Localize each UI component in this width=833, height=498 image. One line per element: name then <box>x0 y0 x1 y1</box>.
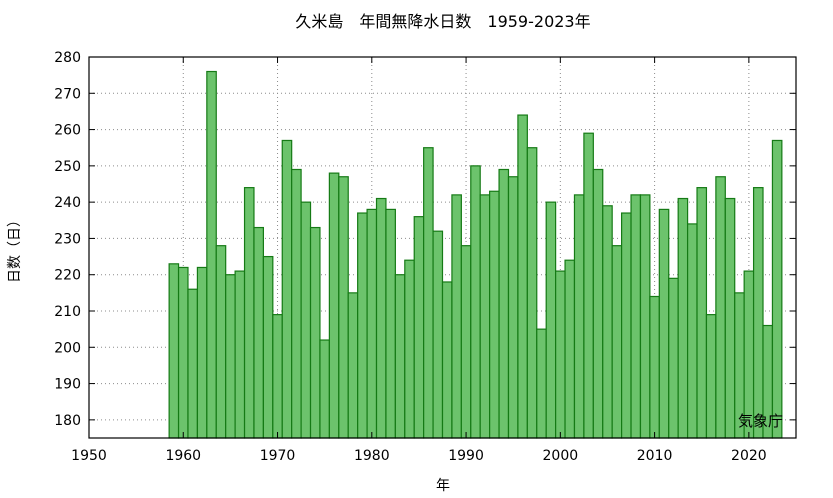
bar-1966 <box>234 270 246 439</box>
bar-2009 <box>639 194 651 439</box>
x-tick-label: 2010 <box>637 448 673 464</box>
bar-1979 <box>357 212 368 439</box>
bar-2008 <box>630 194 642 439</box>
bar-1996 <box>517 114 528 439</box>
bar-1973 <box>300 201 312 439</box>
x-tick-label: 2020 <box>731 448 767 464</box>
source-note: 気象庁 <box>738 412 783 430</box>
y-tick-label: 260 <box>54 123 81 139</box>
bar-2023 <box>771 139 783 439</box>
bar-1962 <box>196 266 208 439</box>
bars <box>168 70 783 439</box>
bar-1993 <box>489 190 500 439</box>
bar-1981 <box>375 197 387 439</box>
bar-1974 <box>309 226 321 439</box>
bar-1975 <box>319 339 330 439</box>
bar-2011 <box>658 208 670 439</box>
bar-2017 <box>715 176 726 439</box>
bar-2012 <box>668 277 679 439</box>
plot-frame <box>88 56 797 439</box>
y-tick-label: 240 <box>54 195 81 211</box>
bar-1969 <box>262 255 274 439</box>
bar-2005 <box>602 205 613 439</box>
bar-1984 <box>404 259 415 439</box>
y-tick-label: 280 <box>54 50 81 66</box>
bar-2010 <box>649 295 660 439</box>
chart-title: 久米島 年間無降水日数 1959-2023年 <box>295 12 590 31</box>
bar-2006 <box>611 245 623 439</box>
bar-1999 <box>545 201 557 439</box>
bar-1967 <box>243 187 255 439</box>
bar-1998 <box>536 328 547 439</box>
y-axis-ticks: 180 190 200 210 220 230 240 250 260 270 280 <box>54 50 796 429</box>
bar-2015 <box>696 187 708 439</box>
bar-2013 <box>677 197 689 439</box>
bar-1995 <box>507 176 519 439</box>
bar-1997 <box>526 147 538 439</box>
y-tick-label: 250 <box>54 159 81 175</box>
bar-1986 <box>423 147 434 439</box>
bar-1978 <box>347 292 359 439</box>
y-tick-label: 230 <box>54 231 81 247</box>
x-axis-label: 年 <box>436 478 450 494</box>
x-tick-label: 2000 <box>543 448 579 464</box>
bar-1977 <box>338 176 349 439</box>
bar-1991 <box>470 165 481 439</box>
bar-1971 <box>281 139 293 439</box>
bar-1992 <box>479 194 491 439</box>
bar-2021 <box>752 187 764 439</box>
y-tick-label: 190 <box>54 377 81 393</box>
bar-1963 <box>206 70 217 439</box>
bar-1965 <box>225 274 236 439</box>
bar-1968 <box>253 226 264 439</box>
x-tick-label: 1950 <box>71 448 107 464</box>
y-tick-label: 220 <box>54 268 81 284</box>
bar-1976 <box>328 172 340 439</box>
bar-1990 <box>460 245 472 439</box>
y-tick-label: 210 <box>54 304 81 320</box>
bar-2016 <box>705 314 717 439</box>
bar-1983 <box>394 274 406 439</box>
bar-2002 <box>573 194 585 439</box>
bar-1994 <box>498 168 510 439</box>
y-tick-label: 200 <box>54 340 81 356</box>
bar-1987 <box>432 230 444 439</box>
bar-1989 <box>451 194 462 439</box>
bar-2004 <box>592 168 604 439</box>
bar-1972 <box>291 168 302 439</box>
bar-1982 <box>385 208 396 439</box>
bar-1964 <box>215 245 227 439</box>
bar-2000 <box>555 270 566 439</box>
bar-1960 <box>177 266 189 439</box>
bar-2018 <box>724 197 736 439</box>
bar-2007 <box>621 212 632 439</box>
x-tick-label: 1980 <box>354 448 390 464</box>
bar-1985 <box>413 216 425 439</box>
y-axis-label: 日数（日） <box>7 213 23 283</box>
bar-1959 <box>168 263 180 439</box>
bar-1988 <box>441 281 453 439</box>
bar-1980 <box>366 208 378 439</box>
x-tick-label: 1970 <box>260 448 296 464</box>
bar-1961 <box>187 288 199 439</box>
y-tick-label: 270 <box>54 86 81 102</box>
x-tick-label: 1960 <box>165 448 201 464</box>
bar-2001 <box>564 259 576 439</box>
bar-2014 <box>686 223 698 439</box>
bar-2003 <box>583 132 594 439</box>
x-tick-label: 1990 <box>448 448 484 464</box>
bar-1970 <box>272 314 283 439</box>
y-tick-label: 180 <box>54 413 81 429</box>
x-axis-ticks: 1950 1960 1970 1980 1990 2000 2010 2020 <box>71 57 767 464</box>
